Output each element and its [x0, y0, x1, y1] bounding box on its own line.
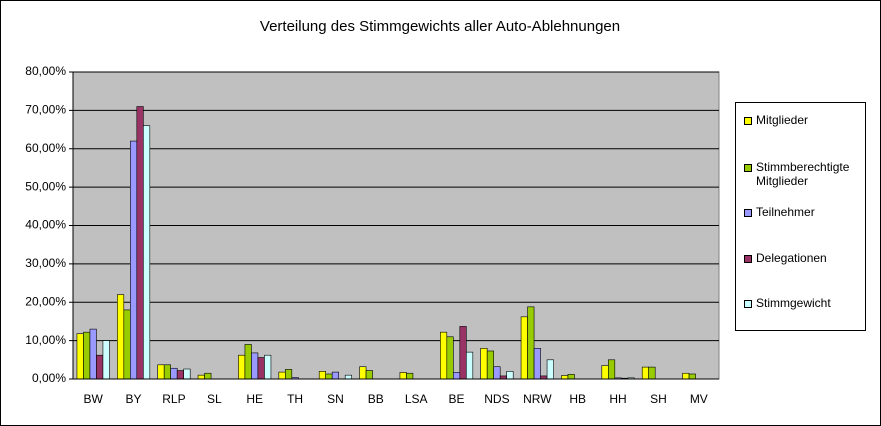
bar: [264, 354, 272, 380]
bar: [406, 372, 414, 380]
bar: [244, 344, 252, 380]
bar: [331, 371, 339, 380]
bar: [325, 373, 333, 380]
x-tick-label: SL: [207, 392, 222, 406]
bar: [601, 365, 609, 380]
x-tick-label: RLP: [162, 392, 185, 406]
bar: [130, 140, 138, 380]
x-tick-label: BB: [368, 392, 384, 406]
bar: [143, 125, 151, 380]
legend-swatch: [744, 164, 752, 172]
bar: [446, 336, 454, 380]
y-tick-label: 60,00%: [25, 141, 66, 155]
legend-swatch: [744, 209, 752, 217]
bar: [648, 366, 656, 380]
y-tick-label: 0,00%: [32, 371, 66, 385]
bar: [365, 370, 373, 380]
bar: [102, 340, 110, 380]
bar: [285, 369, 293, 380]
bar: [486, 350, 494, 380]
x-tick-label: HE: [246, 392, 263, 406]
bar: [608, 359, 616, 380]
bar: [688, 373, 696, 380]
bar: [440, 331, 448, 380]
bar: [466, 351, 474, 380]
bar: [278, 371, 286, 380]
legend-label: Stimmgewicht: [756, 296, 831, 310]
y-tick-label: 30,00%: [25, 256, 66, 270]
bar: [176, 370, 184, 380]
bar: [257, 357, 265, 380]
bar: [183, 368, 191, 380]
x-tick-label: BE: [449, 392, 465, 406]
bar: [561, 375, 569, 380]
y-tick-label: 70,00%: [25, 103, 66, 117]
legend: Mitglieder Stimmberechtigte Mitglieder Tei…: [735, 102, 866, 331]
chart-title: Verteilung des Stimmgewichts aller Auto-…: [260, 18, 620, 35]
bar: [117, 294, 125, 380]
bar: [533, 347, 541, 380]
x-tick-label: NRW: [523, 392, 552, 406]
bar: [567, 374, 575, 380]
bar: [318, 371, 326, 380]
bar: [238, 354, 246, 380]
bar: [641, 366, 649, 380]
bar: [399, 372, 407, 380]
bar: [89, 328, 97, 380]
bar: [527, 306, 535, 380]
x-tick-label: MV: [690, 392, 708, 406]
bar: [163, 364, 171, 380]
bar: [251, 352, 259, 380]
x-tick-label: NDS: [484, 392, 509, 406]
legend-item: Stimmberechtigte Mitglieder: [744, 160, 864, 188]
bar: [359, 366, 367, 380]
bar: [459, 326, 467, 380]
legend-item: Delegationen: [744, 251, 864, 265]
bar: [76, 333, 84, 380]
bar: [546, 359, 554, 380]
x-tick-label: HB: [569, 392, 586, 406]
legend-label: Delegationen: [756, 251, 827, 265]
x-tick-label: LSA: [405, 392, 428, 406]
bar: [480, 347, 488, 380]
legend-swatch: [744, 300, 752, 308]
legend-label: Mitglieder: [756, 113, 809, 127]
bar: [136, 106, 144, 380]
legend-item: Stimmgewicht: [744, 296, 864, 310]
bar: [170, 367, 178, 380]
bar: [204, 372, 212, 380]
x-tick-label: BW: [84, 392, 104, 406]
bar: [506, 371, 514, 380]
legend-item: Teilnehmer: [744, 205, 864, 219]
y-tick-label: 40,00%: [25, 218, 66, 232]
x-tick-label: SH: [650, 392, 667, 406]
bar: [682, 372, 690, 380]
bar: [197, 374, 205, 380]
y-tick-label: 80,00%: [25, 64, 66, 78]
x-tick-label: SN: [327, 392, 344, 406]
bar: [83, 331, 91, 380]
legend-label: Teilnehmer: [756, 205, 815, 219]
bar: [157, 364, 165, 380]
y-tick-label: 50,00%: [25, 179, 66, 193]
legend-swatch: [744, 255, 752, 263]
bar: [344, 374, 352, 380]
x-tick-label: BY: [126, 392, 142, 406]
x-tick-label: HH: [609, 392, 626, 406]
x-tick-label: TH: [287, 392, 303, 406]
legend-label: Stimmberechtigte Mitglieder: [756, 160, 850, 188]
y-tick-label: 20,00%: [25, 294, 66, 308]
bar: [123, 309, 131, 380]
legend-item: Mitglieder: [744, 113, 864, 127]
y-tick-label: 10,00%: [25, 333, 66, 347]
legend-swatch: [744, 117, 752, 125]
bar: [520, 316, 528, 380]
bar: [493, 366, 501, 380]
bar: [96, 354, 104, 380]
bar: [453, 372, 461, 380]
